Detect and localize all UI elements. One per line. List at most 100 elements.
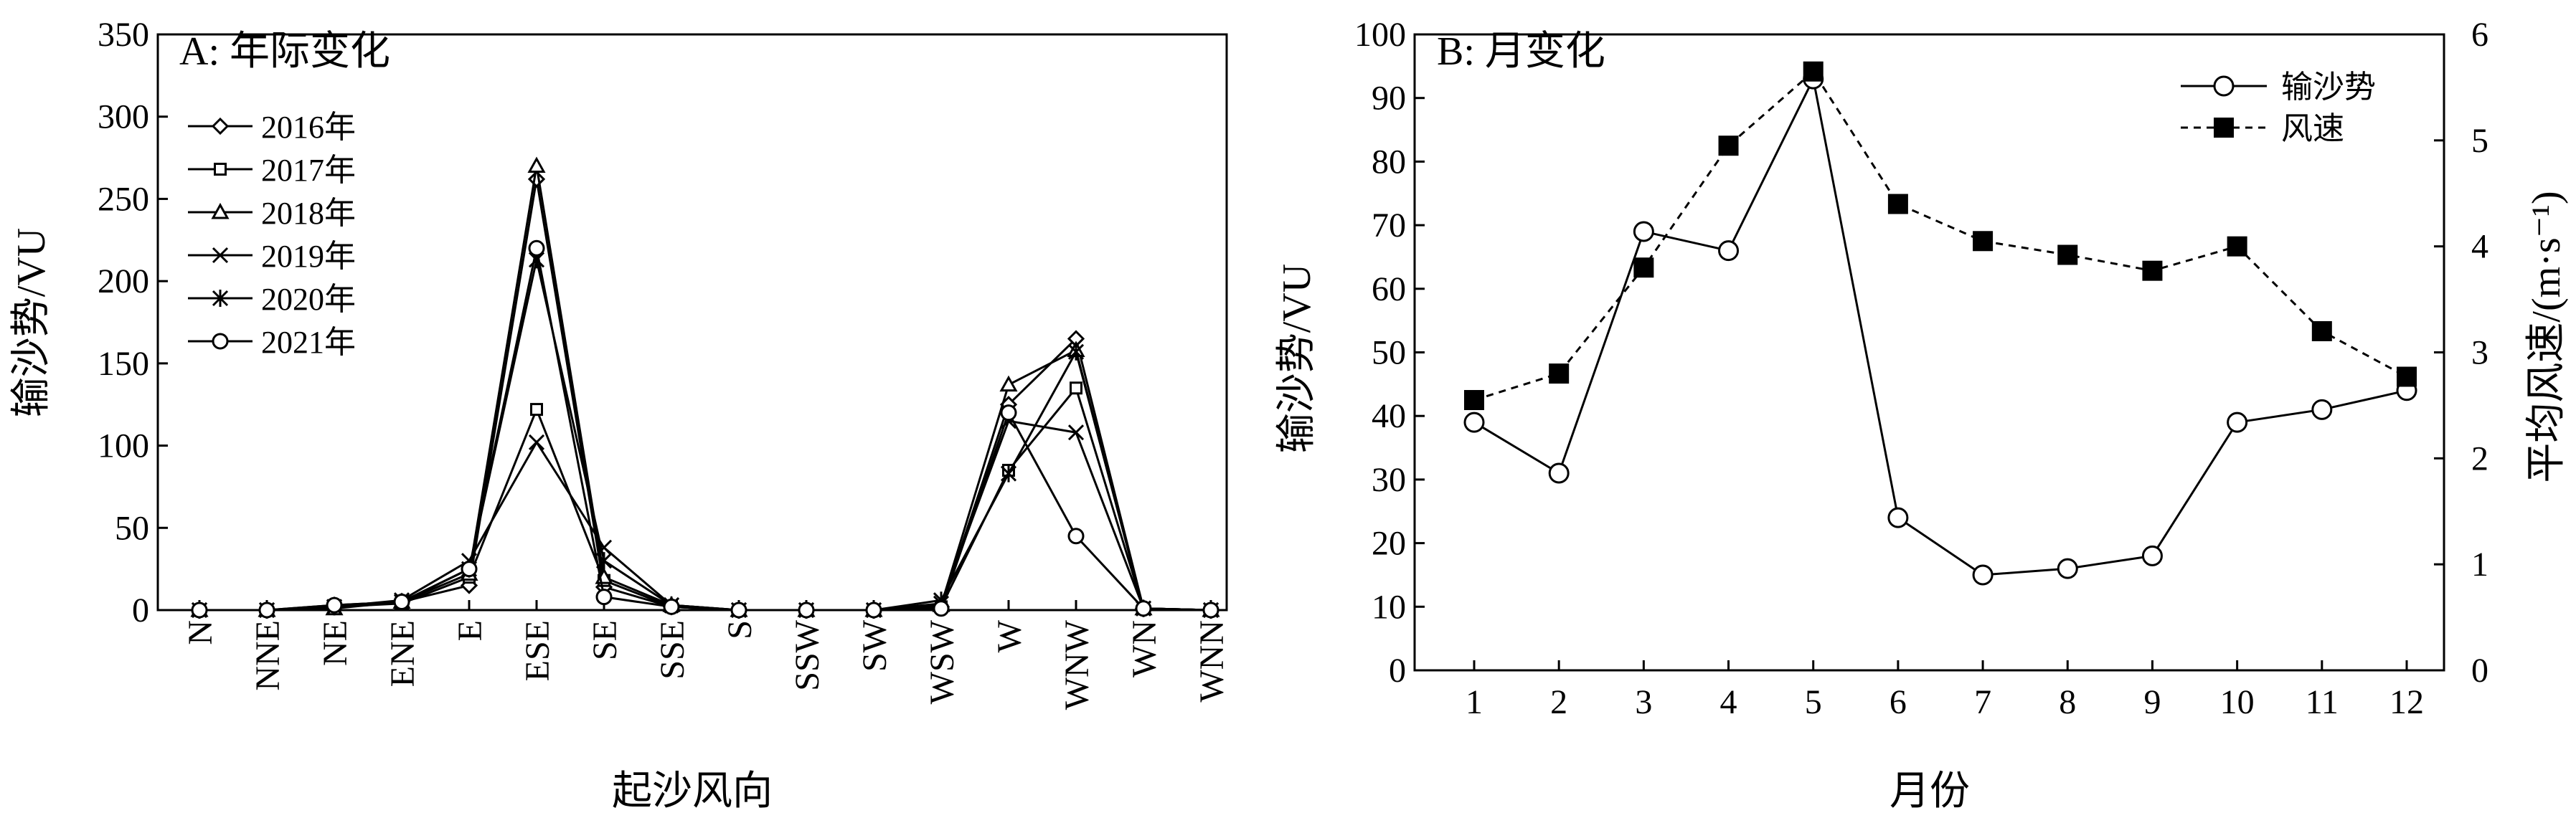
legend-marker-a	[212, 290, 229, 307]
x-tick-label-b: 4	[1720, 683, 1737, 721]
y-tick-label-a: 50	[115, 509, 149, 547]
data-point-a	[999, 375, 1018, 392]
y-tick-label-b: 90	[1372, 80, 1406, 118]
data-point-a	[595, 552, 613, 570]
x-tick-label-b: 2	[1550, 683, 1567, 721]
y2-tick-label-b: 4	[2471, 228, 2488, 266]
y2-tick-label-b: 6	[2471, 16, 2488, 54]
x-tick-label-b: 12	[2389, 683, 2424, 721]
x-tick-label-a: WNW	[1058, 619, 1096, 710]
legend-label-a: 2019年	[261, 239, 356, 274]
y-tick-label-a: 350	[98, 16, 149, 54]
x-tick-label-b: 3	[1635, 683, 1652, 721]
data-point-a	[1067, 424, 1085, 441]
series-a	[190, 156, 1220, 619]
legend-label-a: 2020年	[261, 282, 356, 317]
legend-label-a: 2018年	[261, 196, 356, 231]
y-tick-label-b: 70	[1372, 206, 1406, 244]
x-tick-label-a: WN	[1126, 620, 1164, 677]
data-point-b	[1973, 231, 1994, 252]
data-point-a	[326, 596, 343, 614]
y-tick-label-b: 0	[1389, 652, 1406, 690]
data-point-b	[2227, 412, 2248, 433]
y-tick-label-b: 10	[1372, 588, 1406, 626]
data-point-b	[2311, 399, 2333, 420]
chart-panel-a: A: 年际变化 输沙势/VU 起沙风向 0 50 100 150 200 250 300 35…	[9, 16, 1231, 814]
legend-marker-a	[211, 117, 230, 135]
data-point-b	[1972, 564, 1994, 586]
y-tick-label-b: 100	[1354, 16, 1406, 54]
y-tick-label-a: 0	[132, 591, 149, 629]
x-tick-label-a: NNE	[249, 620, 287, 691]
x-axis-label-a: 起沙风向	[612, 769, 773, 814]
data-point-b	[2397, 366, 2417, 387]
x-tick-label-b: 7	[1974, 683, 1991, 721]
x-tick-label-a: W	[991, 619, 1029, 652]
data-point-b	[2142, 260, 2163, 281]
y-tick-label-b: 60	[1372, 270, 1406, 308]
x-tick-label-a: SSE	[654, 620, 692, 680]
y2-tick-label-b: 5	[2471, 122, 2488, 160]
data-point-b	[1887, 507, 1909, 528]
x-tick-label-a: SE	[586, 620, 624, 660]
x-tick-label-b: 10	[2220, 683, 2255, 721]
data-point-a	[933, 600, 950, 617]
panel-title-a: A: 年际变化	[179, 29, 390, 74]
legend-marker-a	[212, 333, 229, 350]
y-tick-label-b: 30	[1372, 461, 1406, 499]
series-line-b	[1473, 70, 2407, 401]
data-point-a	[1202, 601, 1219, 619]
x-tick-label-b: 5	[1805, 683, 1822, 721]
series-line-b	[1473, 75, 2407, 576]
legend-label-a: 2021年	[261, 325, 356, 360]
chart-panel-b: B: 月变化 输沙势/VU 平均风速/(m·s⁻¹) 月份 0102030405…	[1275, 16, 2569, 814]
x-tick-label-b: 9	[2143, 683, 2161, 721]
data-point-a	[528, 434, 545, 451]
data-point-b	[1887, 194, 1908, 214]
data-point-a	[730, 601, 747, 619]
x-tick-label-a: S	[721, 620, 759, 639]
y-axis-label-a: 输沙势/VU	[9, 228, 54, 417]
data-point-a	[1135, 600, 1152, 617]
plot-frame-a	[156, 33, 1228, 612]
x-tick-label-b: 6	[1889, 683, 1907, 721]
data-point-a	[393, 594, 410, 611]
data-point-a	[527, 156, 546, 173]
y2-tick-label-b: 2	[2471, 439, 2488, 477]
legend-a: 2016年 2017年 2018年 2019年 2020年 2021年	[188, 110, 356, 360]
x-tick-label-a: SW	[856, 619, 894, 672]
legend-label-a: 2016年	[261, 110, 356, 145]
data-point-a	[530, 403, 543, 417]
data-point-a	[528, 239, 545, 257]
legend-marker-b	[2213, 75, 2235, 97]
data-point-b	[1718, 135, 1739, 156]
data-point-a	[798, 601, 815, 619]
data-point-b	[1633, 221, 1654, 242]
y-tick-label-a: 300	[98, 98, 149, 136]
y-tick-label-b: 20	[1372, 525, 1406, 563]
legend-marker-a	[212, 247, 229, 264]
data-point-a	[191, 601, 208, 619]
data-point-b	[1718, 240, 1740, 262]
data-point-b	[2057, 558, 2078, 579]
data-point-b	[1803, 61, 1824, 82]
series-line-a	[199, 247, 1212, 612]
y2-axis-label-b: 平均风速/(m·s⁻¹)	[2524, 191, 2569, 482]
data-point-a	[258, 601, 275, 619]
series-line-a	[199, 419, 1212, 612]
legend-marker-a	[214, 163, 227, 176]
legend-marker-b	[2214, 118, 2234, 138]
y-tick-label-a: 100	[98, 427, 149, 465]
y2-tick-label-b: 3	[2471, 334, 2488, 372]
data-point-b	[2057, 244, 2078, 265]
data-point-b	[1463, 412, 1485, 433]
legend-label-a: 2017年	[261, 153, 356, 188]
y2-tick-label-b: 0	[2471, 652, 2488, 690]
axes-a: 0 50 100 150 200 250 300 350 N NNE NE ENE E ESE SE SSE S…	[98, 16, 1231, 710]
x-tick-label-b: 11	[2306, 683, 2339, 721]
data-point-a	[1070, 381, 1082, 395]
x-tick-label-a: SSW	[788, 619, 826, 690]
y-tick-label-a: 150	[98, 345, 149, 383]
x-tick-label-b: 1	[1466, 683, 1483, 721]
